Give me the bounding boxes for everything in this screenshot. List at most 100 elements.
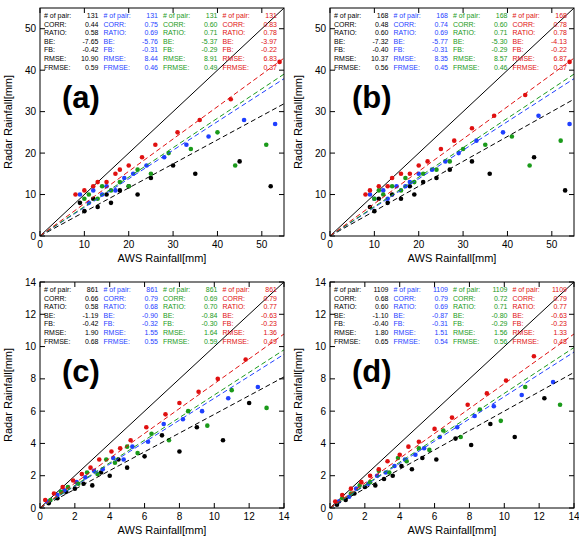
regression-line: [330, 79, 574, 236]
point: [397, 452, 402, 457]
point: [487, 172, 492, 177]
tick-label: 12: [315, 309, 327, 320]
stat-name: FRMSE:: [334, 64, 361, 71]
point: [122, 176, 127, 181]
plot-frame: [40, 282, 284, 508]
stat-value: 1109: [373, 286, 388, 293]
tick: [40, 503, 41, 508]
point: [452, 138, 457, 143]
point: [109, 449, 114, 454]
stat-value: -0.63: [261, 312, 277, 319]
stat-name: FRMSE:: [223, 64, 250, 71]
series: [333, 354, 536, 504]
stat-name: FRMSE:: [163, 338, 190, 345]
tick-label: 10: [209, 511, 221, 522]
point: [88, 465, 93, 470]
point: [519, 393, 524, 398]
tick: [569, 508, 574, 509]
stat-name: BE:: [163, 312, 174, 319]
stat-value: 0.60: [375, 303, 389, 310]
tick-label: 4: [397, 511, 403, 522]
point: [146, 440, 151, 445]
tick: [364, 282, 365, 287]
point: [558, 138, 563, 143]
stat-name: CORR:: [334, 21, 357, 28]
stat-name: FB:: [223, 320, 234, 327]
point: [60, 485, 65, 490]
stat-name: RMSE:: [104, 55, 126, 62]
stat-value: 8.35: [434, 55, 448, 62]
tick-label: 0: [30, 503, 36, 514]
stat-value: 168: [555, 12, 567, 19]
panel-label: (b): [352, 80, 392, 115]
point: [349, 486, 354, 491]
tick-label: 10: [499, 511, 511, 522]
stat-value: -0.42: [83, 46, 99, 53]
plot-frame: [330, 8, 574, 236]
stat-value: -0.29: [492, 320, 508, 327]
tick-label: 2: [320, 470, 326, 481]
stat-value: -0.31: [432, 46, 448, 53]
tick: [40, 443, 45, 444]
stat-name: RATIO:: [394, 29, 417, 36]
stat-value: -5.37: [202, 38, 218, 45]
stat-name: FB:: [104, 46, 115, 53]
point: [73, 192, 78, 197]
point: [126, 163, 131, 168]
panel-label: (a): [62, 80, 100, 115]
tick: [330, 231, 331, 236]
stat-name: RMSE:: [453, 329, 475, 336]
stat-name: RMSE:: [513, 55, 535, 62]
point: [177, 401, 182, 406]
tick: [128, 231, 129, 236]
stat-name: RATIO:: [104, 29, 127, 36]
stat-name: FRMSE:: [334, 338, 361, 345]
tick-label: 20: [413, 239, 425, 250]
stat-value: -7.65: [83, 38, 99, 45]
point: [340, 493, 345, 498]
tick-label: 50: [25, 23, 37, 34]
stat-name: RMSE:: [453, 55, 475, 62]
stat-name: RMSE:: [394, 329, 416, 336]
stat-value: 1.56: [494, 329, 508, 336]
point: [104, 180, 109, 185]
stat-value: 0.46: [494, 64, 508, 71]
regression-line: [40, 79, 284, 236]
point: [410, 467, 415, 472]
stat-name: RATIO:: [163, 29, 186, 36]
series: [46, 401, 251, 506]
tick: [330, 508, 335, 509]
stat-value: -0.31: [142, 46, 158, 53]
point: [82, 196, 87, 201]
stat-name: FRMSE:: [223, 338, 250, 345]
point: [43, 498, 48, 503]
tick: [399, 503, 400, 508]
stat-value: 0.69: [204, 295, 218, 302]
tick: [551, 231, 552, 236]
point: [200, 409, 205, 414]
stat-name: CORR:: [453, 295, 476, 302]
tick: [569, 111, 574, 112]
stat-name: # of pair:: [44, 286, 71, 294]
tick-label: 8: [30, 373, 36, 384]
stat-value: 0.69: [434, 29, 448, 36]
point: [532, 354, 537, 359]
stat-name: BE:: [334, 38, 345, 45]
point: [113, 188, 118, 193]
stat-value: -0.22: [261, 46, 277, 53]
point: [95, 180, 100, 185]
stat-name: BE:: [394, 38, 405, 45]
regression-line: [40, 354, 284, 508]
stat-value: 0.66: [85, 295, 99, 302]
point: [247, 401, 252, 406]
point: [197, 118, 202, 123]
panel-label: (d): [352, 354, 392, 389]
stat-value: 8.57: [494, 55, 508, 62]
stat-value: 861: [146, 286, 158, 293]
stat-name: CORR:: [513, 21, 536, 28]
stat-name: # of pair:: [453, 12, 480, 20]
stat-value: 0.56: [494, 338, 508, 345]
regression-line: [40, 377, 284, 508]
stat-value: 0.59: [204, 338, 218, 345]
stat-name: BE:: [223, 38, 234, 45]
